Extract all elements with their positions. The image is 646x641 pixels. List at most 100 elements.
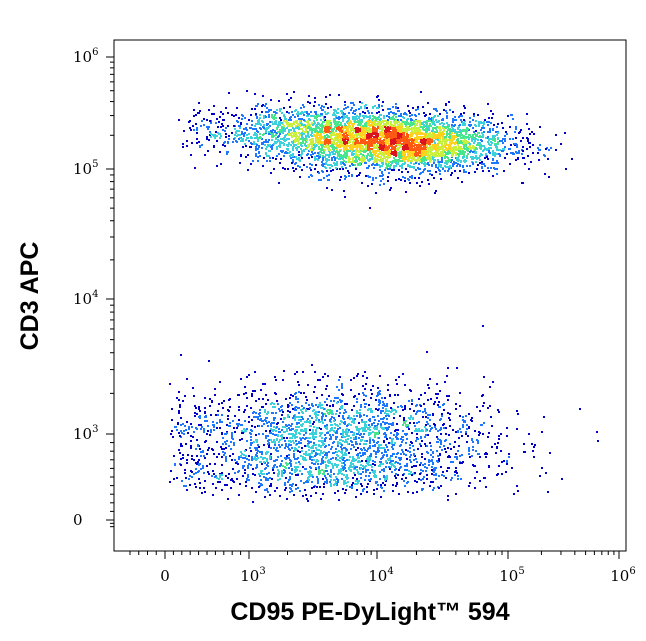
event-dot — [346, 135, 348, 137]
event-dot — [493, 162, 495, 164]
event-dot — [249, 127, 251, 129]
event-dot — [429, 145, 431, 147]
event-dot — [257, 416, 259, 418]
event-dot — [365, 146, 367, 148]
event-dot — [439, 131, 441, 133]
event-dot — [259, 155, 261, 157]
event-dot — [517, 490, 519, 492]
event-dot — [419, 160, 421, 162]
event-dot — [472, 119, 474, 121]
event-dot — [461, 142, 463, 144]
event-dot — [190, 129, 192, 131]
event-dot — [377, 148, 379, 150]
event-dot — [391, 117, 393, 119]
event-dot — [196, 413, 198, 415]
event-dot — [398, 457, 400, 459]
event-dot — [272, 157, 274, 159]
event-dot — [462, 122, 464, 124]
event-dot — [340, 162, 342, 164]
event-dot — [386, 164, 388, 166]
event-dot — [342, 168, 344, 170]
event-dot — [385, 427, 387, 429]
event-dot — [417, 156, 419, 158]
event-dot — [321, 141, 323, 143]
event-dot — [290, 465, 292, 467]
event-dot — [464, 151, 466, 153]
event-dot — [258, 146, 260, 148]
event-dot — [452, 165, 454, 167]
event-dot — [269, 157, 271, 159]
event-dot — [384, 169, 386, 171]
event-dot — [409, 112, 411, 114]
event-dot — [469, 165, 471, 167]
event-dot — [364, 105, 366, 107]
event-dot — [193, 109, 195, 111]
event-dot — [367, 120, 369, 122]
event-dot — [503, 170, 505, 172]
event-dot — [364, 112, 366, 114]
event-dot — [352, 123, 354, 125]
event-dot — [379, 144, 381, 146]
event-dot — [398, 169, 400, 171]
event-dot — [322, 144, 324, 146]
event-dot — [357, 140, 359, 142]
event-dot — [261, 105, 263, 107]
event-dot — [392, 490, 394, 492]
event-dot — [486, 121, 488, 123]
event-dot — [348, 156, 350, 158]
event-dot — [355, 168, 357, 170]
event-dot — [320, 107, 322, 109]
event-dot — [352, 112, 354, 114]
event-dot — [266, 422, 268, 424]
event-dot — [480, 153, 482, 155]
event-dot — [215, 122, 217, 124]
event-dot — [494, 154, 496, 156]
event-dot — [311, 132, 313, 134]
event-dot — [543, 154, 545, 156]
event-dot — [438, 161, 440, 163]
event-dot — [349, 122, 351, 124]
event-dot — [386, 156, 388, 158]
event-dot — [222, 113, 224, 115]
event-dot — [236, 141, 238, 143]
event-dot — [337, 127, 339, 129]
event-dot — [513, 143, 515, 145]
event-dot — [467, 153, 469, 155]
event-dot — [336, 124, 338, 126]
event-dot — [259, 133, 261, 135]
event-dot — [333, 146, 335, 148]
event-dot — [395, 103, 397, 105]
event-dot — [482, 136, 484, 138]
event-dot — [571, 158, 573, 160]
event-dot — [326, 134, 328, 136]
event-dot — [222, 144, 224, 146]
event-dot — [206, 126, 208, 128]
event-dot — [393, 121, 395, 123]
event-dot — [455, 119, 457, 121]
event-dot — [412, 122, 414, 124]
event-dot — [381, 105, 383, 107]
event-dot — [310, 134, 312, 136]
event-dot — [247, 154, 249, 156]
event-dot — [263, 133, 265, 135]
event-dot — [379, 119, 381, 121]
event-dot — [325, 141, 327, 143]
event-dot — [474, 430, 476, 432]
event-dot — [372, 177, 374, 179]
event-dot — [510, 144, 512, 146]
event-dot — [491, 117, 493, 119]
event-dot — [317, 126, 319, 128]
event-dot — [402, 424, 404, 426]
event-dot — [457, 160, 459, 162]
event-dot — [301, 118, 303, 120]
event-dot — [244, 132, 246, 134]
event-dot — [279, 108, 281, 110]
event-dot — [411, 177, 413, 179]
event-dot — [388, 143, 390, 145]
event-dot — [407, 136, 409, 138]
event-dot — [354, 156, 356, 158]
event-dot — [295, 134, 297, 136]
event-dot — [347, 128, 349, 130]
event-dot — [310, 148, 312, 150]
event-dot — [402, 130, 404, 132]
